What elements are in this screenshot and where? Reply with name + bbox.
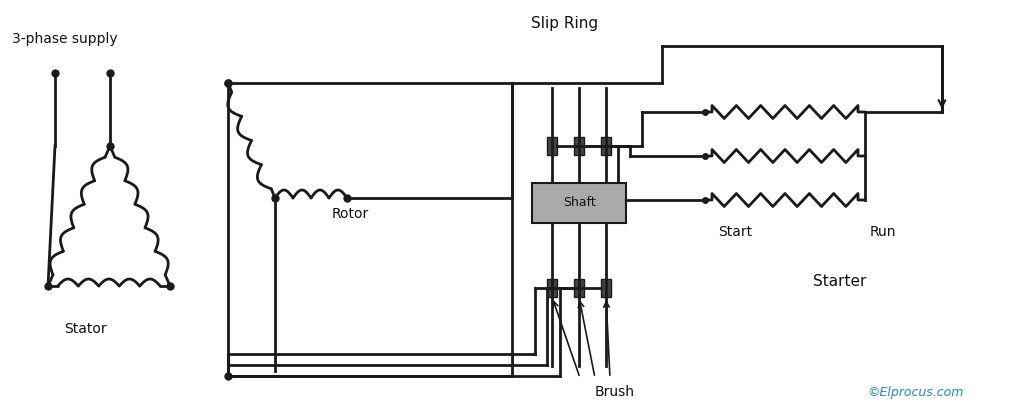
Bar — [532, 183, 626, 223]
Text: ©Elprocus.com: ©Elprocus.com — [866, 386, 964, 399]
Bar — [601, 279, 611, 297]
Text: Start: Start — [718, 225, 752, 239]
Bar — [601, 137, 611, 155]
Text: Brush: Brush — [595, 385, 635, 399]
Text: Starter: Starter — [813, 274, 866, 289]
Text: Stator: Stator — [63, 322, 106, 336]
Bar — [574, 137, 584, 155]
Bar — [547, 279, 557, 297]
Text: 3-phase supply: 3-phase supply — [12, 32, 118, 46]
Bar — [547, 137, 557, 155]
Text: Shaft: Shaft — [562, 196, 595, 209]
Text: Run: Run — [870, 225, 896, 239]
Bar — [574, 279, 584, 297]
Text: Slip Ring: Slip Ring — [531, 16, 599, 31]
Text: Rotor: Rotor — [332, 207, 369, 221]
